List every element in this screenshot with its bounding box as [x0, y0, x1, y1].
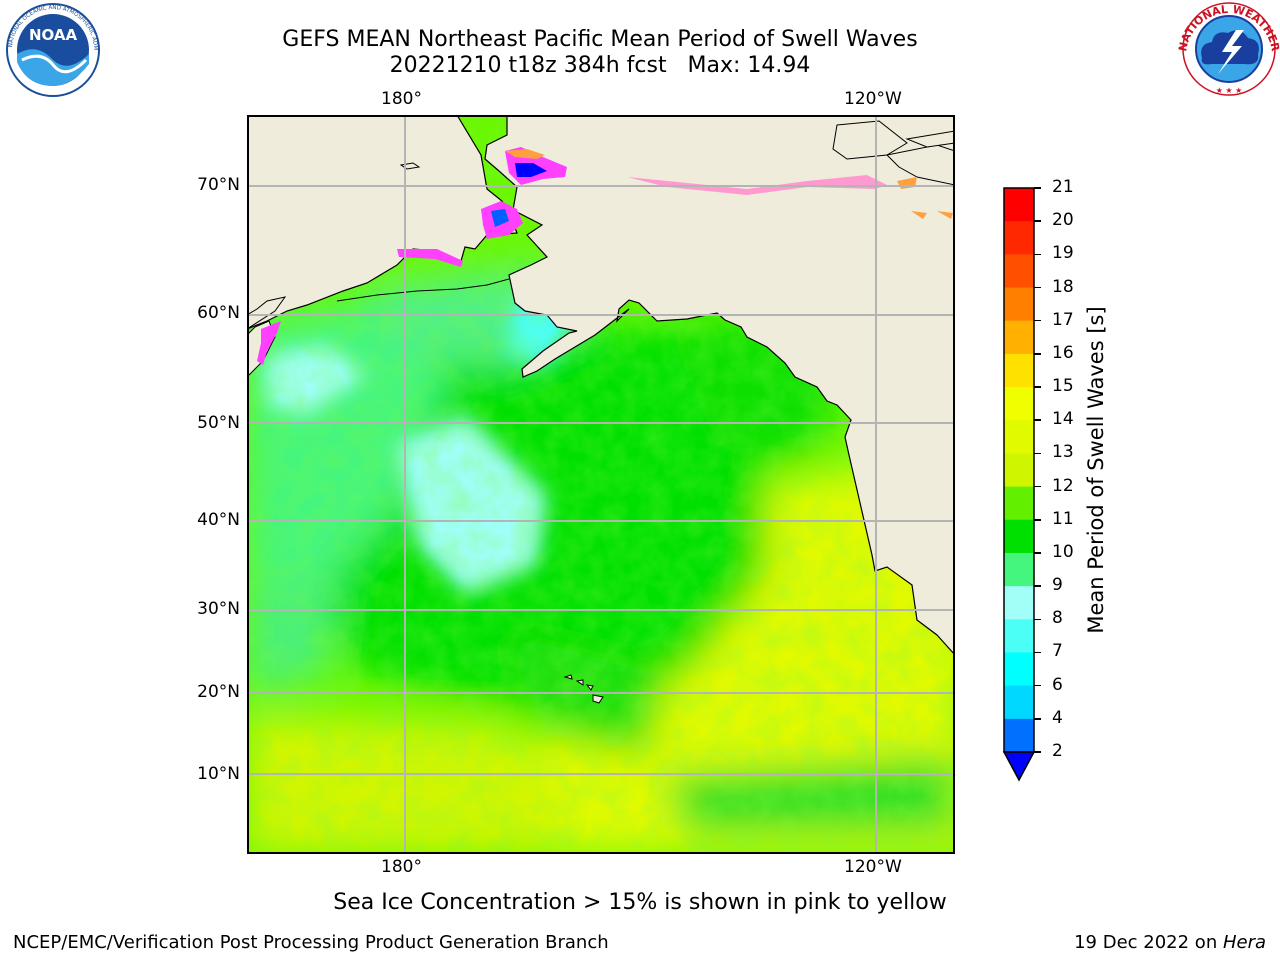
lat-label-10n: 10°N — [197, 764, 240, 784]
colorbar-title: Mean Period of Swell Waves [s] — [1084, 306, 1108, 634]
colorbar-tick — [1034, 552, 1041, 554]
graticule — [247, 115, 955, 854]
colorbar-tick — [1034, 187, 1041, 189]
footer-branch: NCEP/EMC/Verification Post Processing Pr… — [13, 932, 609, 953]
footer-date-text: 19 Dec 2022 on — [1074, 932, 1223, 953]
sea-ice-kamchatka — [257, 321, 281, 365]
colorbar-segment — [1004, 387, 1034, 421]
lat-label-70n: 70°N — [197, 175, 240, 195]
colorbar-tick — [1034, 718, 1041, 720]
nws-logo: NATIONAL WEATHER SERVICE ★ ★ ★ — [1178, 0, 1280, 96]
footer-host: Hera — [1222, 932, 1266, 953]
colorbar-tick-label: 4 — [1052, 707, 1063, 728]
colorbar-tick — [1034, 386, 1041, 388]
lat-label-30n: 30°N — [197, 599, 240, 619]
sea-ice-edge-orange — [505, 149, 545, 159]
land-kamchatka — [247, 296, 287, 330]
colorbar-segment — [1004, 188, 1034, 222]
colorbar-tick — [1034, 751, 1041, 753]
colorbar — [1002, 187, 1036, 782]
colorbar-tick-label: 19 — [1052, 243, 1074, 264]
colorbar-tick — [1034, 419, 1041, 421]
colorbar-segment — [1004, 486, 1034, 521]
colorbar-tick-label: 9 — [1052, 575, 1063, 596]
colorbar-tick-label: 18 — [1052, 276, 1074, 297]
colorbar-segment — [1004, 287, 1034, 322]
colorbar-segment — [1004, 619, 1034, 653]
colorbar-segment — [1004, 685, 1034, 720]
land-banks-island — [905, 130, 955, 148]
land-north-america — [484, 115, 955, 656]
colorbar-tick — [1034, 452, 1041, 455]
colorbar-segment — [1004, 221, 1034, 255]
lon-label-bottom-120w: 120°W — [844, 857, 902, 877]
map-title: GEFS MEAN Northeast Pacific Mean Period … — [282, 27, 918, 52]
lon-label-bottom-180: 180° — [381, 857, 422, 877]
colorbar-segment — [1004, 718, 1034, 753]
colorbar-tick-label: 10 — [1052, 541, 1074, 562]
sea-ice-arctic-dots — [897, 177, 953, 219]
lat-label-40n: 40°N — [197, 510, 240, 530]
svg-text:★ ★ ★: ★ ★ ★ — [1216, 86, 1243, 95]
map-frame — [247, 115, 955, 854]
colorbar-segment — [1004, 453, 1034, 488]
swell-period-map — [247, 115, 955, 854]
lat-label-20n: 20°N — [197, 682, 240, 702]
colorbar-tick-label: 13 — [1052, 442, 1074, 463]
colorbar-tick — [1034, 319, 1041, 322]
aleutian-islands — [336, 278, 510, 302]
map-subtitle: 20221210 t18z 384h fcst Max: 14.94 — [389, 53, 811, 78]
colorbar-tick-label: 14 — [1052, 409, 1074, 430]
colorbar-tick-label: 11 — [1052, 508, 1074, 529]
footer-date: 19 Dec 2022 on Hera — [1074, 932, 1266, 953]
colorbar-tick — [1034, 684, 1041, 687]
colorbar-segment — [1004, 552, 1034, 587]
colorbar-tick — [1034, 286, 1041, 289]
colorbar-segment — [1004, 353, 1034, 388]
colorbar-segment — [1004, 519, 1034, 554]
sea-ice-beaufort — [627, 175, 887, 195]
lat-label-60n: 60°N — [197, 303, 240, 323]
lon-label-top-120w: 120°W — [844, 89, 902, 109]
noaa-logo: NOAA NATIONAL OCEANIC AND ATMOSPHERIC AD… — [2, 2, 100, 97]
colorbar-segment — [1004, 320, 1034, 355]
colorbar-extend-low — [1002, 751, 1036, 782]
colorbar-segment — [1004, 254, 1034, 289]
colorbar-tick — [1034, 519, 1041, 521]
colorbar-tick-label: 21 — [1052, 177, 1074, 197]
colorbar-tick — [1034, 485, 1041, 488]
colorbar-segment — [1004, 420, 1034, 454]
colorbar-tick-label: 17 — [1052, 309, 1074, 330]
colorbar-segment — [1004, 652, 1034, 687]
colorbar-tick-label: 7 — [1052, 641, 1063, 662]
noaa-logo-text: NOAA — [29, 26, 78, 44]
land-hawaii — [563, 674, 604, 704]
lon-label-top-180: 180° — [381, 89, 422, 109]
sea-ice-chukchi-core — [515, 163, 547, 177]
colorbar-tick-label: 2 — [1052, 741, 1063, 761]
lat-label-50n: 50°N — [197, 413, 240, 433]
sea-ice-caption: Sea Ice Concentration > 15% is shown in … — [333, 890, 947, 915]
colorbar-tick — [1034, 353, 1041, 355]
colorbar-tick-label: 8 — [1052, 608, 1063, 629]
colorbar-tick — [1034, 618, 1041, 621]
sea-ice-bering-core — [491, 209, 509, 227]
colorbar-tick — [1034, 651, 1041, 654]
sea-ice-ribbon-west — [397, 249, 463, 267]
colorbar-tick-label: 16 — [1052, 342, 1074, 363]
colorbar-tick — [1034, 585, 1041, 587]
colorbar-tick — [1034, 253, 1041, 256]
colorbar-tick-label: 6 — [1052, 674, 1063, 695]
colorbar-tick — [1034, 220, 1041, 222]
colorbar-tick-label: 15 — [1052, 376, 1074, 397]
colorbar-segment — [1004, 586, 1034, 620]
colorbar-tick-label: 12 — [1052, 475, 1074, 496]
colorbar-tick-label: 20 — [1052, 210, 1074, 231]
